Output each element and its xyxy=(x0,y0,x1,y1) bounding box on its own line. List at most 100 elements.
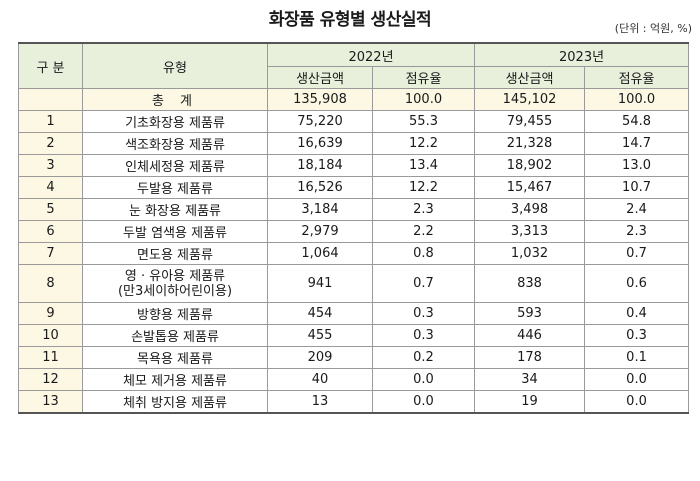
row-production-2023: 79,455 xyxy=(474,110,586,133)
row-share-2023: 13.0 xyxy=(584,154,690,177)
row-production-2023: 34 xyxy=(474,368,586,391)
table-row: 3 인체세정용 제품류 18,184 13.4 18,902 13.0 xyxy=(18,154,690,177)
row-production-2023: 19 xyxy=(474,390,586,414)
total-category-cell xyxy=(18,88,83,111)
row-share-2022: 0.2 xyxy=(371,346,476,369)
table-row: 10 손발톱용 제품류 455 0.3 446 0.3 xyxy=(18,324,690,347)
row-production-2023: 3,498 xyxy=(474,198,586,221)
header-row-years: 구 분 유형 2022년 2023년 xyxy=(18,42,690,89)
row-type: 색조화장용 제품류 xyxy=(82,132,268,155)
row-share-2023: 0.7 xyxy=(584,242,690,265)
row-share-2022: 12.2 xyxy=(371,176,476,199)
row-number: 3 xyxy=(18,154,83,177)
table-row: 7 면도용 제품류 1,064 0.8 1,032 0.7 xyxy=(18,242,690,265)
row-share-2023: 0.1 xyxy=(584,346,690,369)
row-production-2022: 1,064 xyxy=(267,242,373,265)
row-production-2022: 16,526 xyxy=(267,176,373,199)
row-share-2022: 0.3 xyxy=(371,324,476,347)
row-share-2023: 0.4 xyxy=(584,302,690,325)
row-type: 영 · 유아용 제품류 (만3세이하어린이용) xyxy=(82,264,268,303)
row-type: 체모 제거용 제품류 xyxy=(82,368,268,391)
row-number: 9 xyxy=(18,302,83,325)
row-share-2022: 0.7 xyxy=(371,264,476,303)
row-share-2023: 0.6 xyxy=(584,264,690,303)
header-year-2023: 2023년 xyxy=(474,42,690,67)
row-production-2022: 941 xyxy=(267,264,373,303)
row-share-2022: 0.0 xyxy=(371,368,476,391)
row-type: 면도용 제품류 xyxy=(82,242,268,265)
table-title: 화장품 유형별 생산실적 xyxy=(268,10,432,30)
row-share-2023: 10.7 xyxy=(584,176,690,199)
row-type-line1: 영 · 유아용 제품류 xyxy=(124,268,226,284)
total-share-2022: 100.0 xyxy=(371,88,476,111)
row-number: 1 xyxy=(18,110,83,133)
row-production-2023: 446 xyxy=(474,324,586,347)
row-share-2022: 2.3 xyxy=(371,198,476,221)
table-row: 1 기초화장용 제품류 75,220 55.3 79,455 54.8 xyxy=(18,110,690,133)
row-production-2022: 16,639 xyxy=(267,132,373,155)
row-share-2022: 0.0 xyxy=(371,390,476,414)
row-number: 4 xyxy=(18,176,83,199)
row-share-2023: 0.3 xyxy=(584,324,690,347)
row-share-2023: 0.0 xyxy=(584,390,690,414)
row-production-2023: 178 xyxy=(474,346,586,369)
header-row-metrics: 생산금액 점유율 생산금액 점유율 xyxy=(19,66,690,89)
row-number: 13 xyxy=(18,390,83,414)
row-production-2022: 455 xyxy=(267,324,373,347)
row-type: 두발용 제품류 xyxy=(82,176,268,199)
row-share-2023: 54.8 xyxy=(584,110,690,133)
header-share-2023: 점유율 xyxy=(584,66,690,89)
row-production-2023: 593 xyxy=(474,302,586,325)
header-category: 구 분 xyxy=(18,42,83,89)
row-number: 5 xyxy=(18,198,83,221)
row-number: 2 xyxy=(18,132,83,155)
total-production-2022: 135,908 xyxy=(267,88,373,111)
row-production-2023: 15,467 xyxy=(474,176,586,199)
row-number: 12 xyxy=(18,368,83,391)
header-year-2022: 2022년 xyxy=(266,42,476,67)
row-share-2022: 0.8 xyxy=(371,242,476,265)
production-table: 구 분 유형 2022년 2023년 생산금액 점유율 생산금액 점유율 총 계… xyxy=(18,42,690,414)
row-production-2022: 75,220 xyxy=(267,110,373,133)
total-share-2023: 100.0 xyxy=(584,88,690,111)
table-row: 9 방향용 제품류 454 0.3 593 0.4 xyxy=(18,302,690,325)
row-type: 체취 방지용 제품류 xyxy=(82,390,268,414)
row-share-2023: 2.4 xyxy=(584,198,690,221)
row-share-2022: 55.3 xyxy=(371,110,476,133)
row-share-2023: 2.3 xyxy=(584,220,690,243)
row-type: 인체세정용 제품류 xyxy=(82,154,268,177)
header-share-2022: 점유율 xyxy=(371,66,476,89)
row-production-2022: 3,184 xyxy=(267,198,373,221)
header-production-2023: 생산금액 xyxy=(474,66,586,89)
row-production-2023: 18,902 xyxy=(474,154,586,177)
row-share-2022: 13.4 xyxy=(371,154,476,177)
row-number: 7 xyxy=(18,242,83,265)
total-label: 총 계 xyxy=(82,88,268,111)
row-production-2022: 18,184 xyxy=(267,154,373,177)
unit-note: (단위 : 억원, %) xyxy=(614,22,692,35)
row-production-2023: 838 xyxy=(474,264,586,303)
row-share-2022: 2.2 xyxy=(371,220,476,243)
table-row: 11 목욕용 제품류 209 0.2 178 0.1 xyxy=(18,346,690,369)
row-production-2022: 40 xyxy=(267,368,373,391)
row-production-2023: 3,313 xyxy=(474,220,586,243)
total-row: 총 계 135,908 100.0 145,102 100.0 xyxy=(18,88,690,111)
row-share-2023: 0.0 xyxy=(584,368,690,391)
row-type: 두발 염색용 제품류 xyxy=(82,220,268,243)
header-type: 유형 xyxy=(82,42,268,89)
row-production-2023: 1,032 xyxy=(474,242,586,265)
row-share-2022: 0.3 xyxy=(371,302,476,325)
row-production-2022: 209 xyxy=(267,346,373,369)
table-row: 13 체취 방지용 제품류 13 0.0 19 0.0 xyxy=(18,390,690,414)
total-production-2023: 145,102 xyxy=(474,88,586,111)
table-row: 6 두발 염색용 제품류 2,979 2.2 3,313 2.3 xyxy=(18,220,690,243)
row-production-2022: 13 xyxy=(267,390,373,414)
row-type: 기초화장용 제품류 xyxy=(82,110,268,133)
row-share-2022: 12.2 xyxy=(371,132,476,155)
table-row: 4 두발용 제품류 16,526 12.2 15,467 10.7 xyxy=(18,176,690,199)
row-type-line2: (만3세이하어린이용) xyxy=(117,283,233,299)
table-row: 2 색조화장용 제품류 16,639 12.2 21,328 14.7 xyxy=(18,132,690,155)
row-production-2022: 454 xyxy=(267,302,373,325)
